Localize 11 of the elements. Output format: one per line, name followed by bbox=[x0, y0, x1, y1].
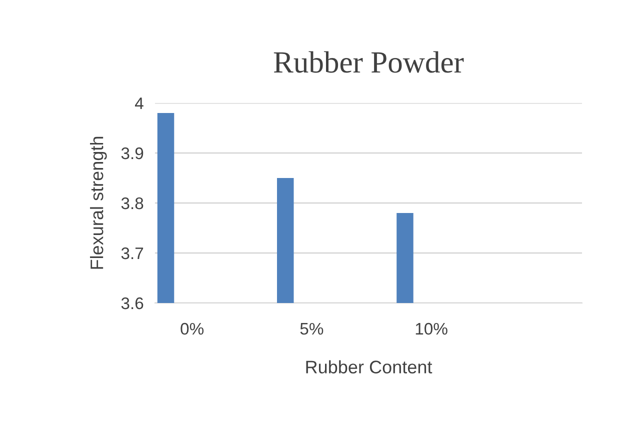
y-tick-label: 3.7 bbox=[121, 247, 144, 260]
x-tick-label: 10% bbox=[416, 322, 448, 335]
y-tick-label: 3.8 bbox=[121, 197, 144, 210]
chart-title: Rubber Powder bbox=[274, 51, 464, 73]
x-tick-label: 5% bbox=[300, 322, 324, 335]
y-tick-label: 3.6 bbox=[121, 297, 144, 310]
y-tick-label: 4 bbox=[135, 98, 144, 110]
y-axis-title: Flexural strength bbox=[90, 136, 107, 269]
x-tick-label: 0% bbox=[180, 322, 204, 335]
x-axis-title: Rubber Content bbox=[306, 360, 432, 374]
y-tick-label: 3.9 bbox=[121, 147, 144, 160]
